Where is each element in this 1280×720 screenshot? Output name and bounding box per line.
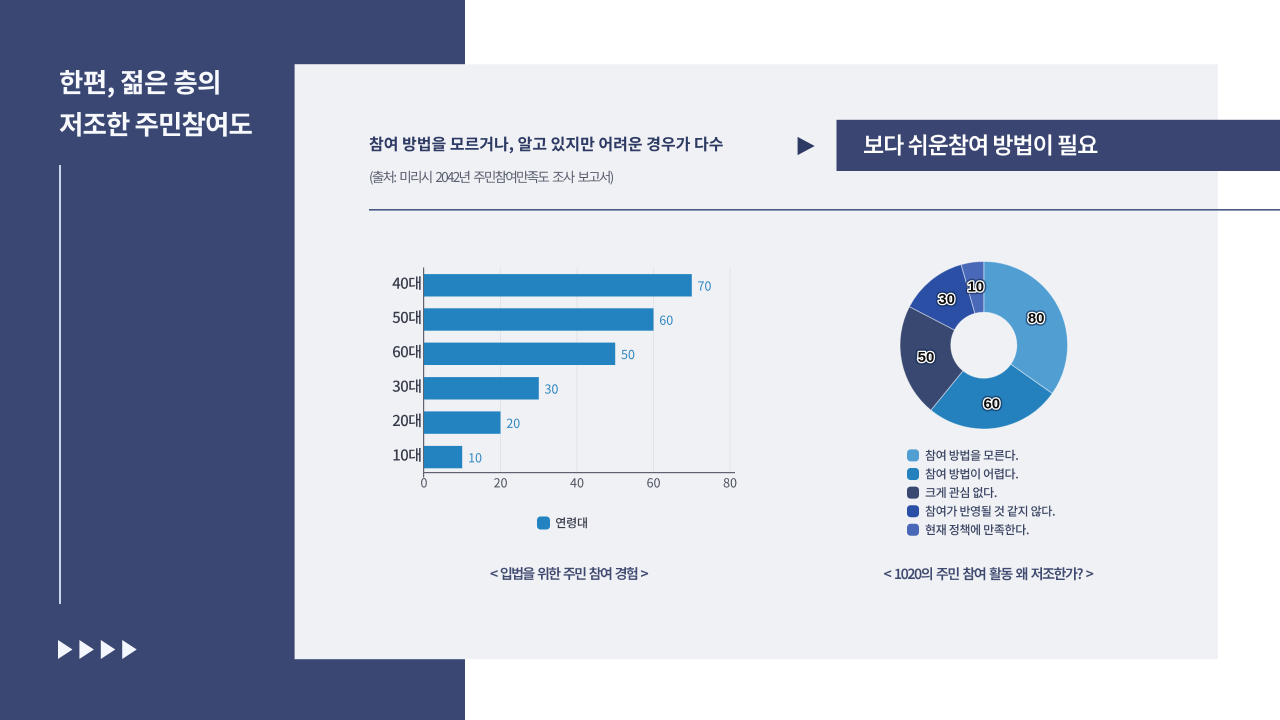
svg-text:80: 80 (1028, 310, 1045, 327)
svg-text:60: 60 (983, 396, 1000, 413)
svg-text:30: 30 (938, 291, 955, 308)
svg-text:10: 10 (967, 279, 984, 296)
svg-text:30: 30 (938, 291, 955, 308)
svg-text:10: 10 (967, 279, 984, 296)
svg-text:60: 60 (983, 396, 1000, 413)
svg-text:80: 80 (1028, 310, 1045, 327)
svg-text:50: 50 (918, 349, 935, 366)
svg-text:50: 50 (918, 349, 935, 366)
